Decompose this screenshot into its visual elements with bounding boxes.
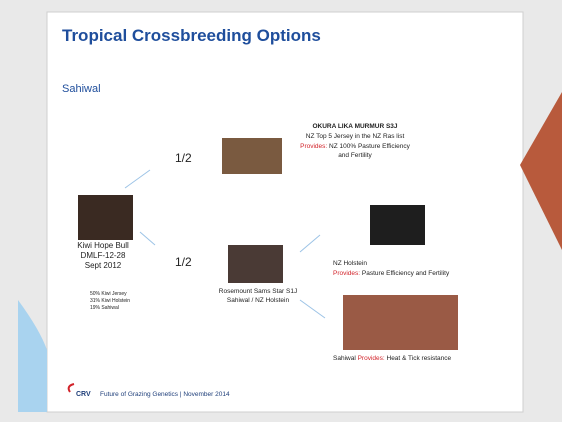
holstein-name: NZ Holstein	[333, 260, 367, 267]
dam-line: Sahiwal / NZ Holstein	[227, 297, 290, 304]
fraction: 1/2	[175, 255, 192, 269]
sire-line: NZ Top 5 Jersey in the NZ Ras list	[306, 133, 405, 140]
sahiwal-provides: Sahiwal Provides: Heat & Tick resistance	[333, 355, 452, 362]
title: Tropical Crossbreeding Options	[62, 26, 321, 45]
provides-label: Provides:	[358, 355, 385, 362]
photo-dam	[228, 245, 283, 283]
provides-label: Provides:	[333, 270, 360, 277]
provides-text: Pasture Efficiency and Fertility	[360, 270, 450, 277]
arrows	[124, 169, 326, 319]
bull-line: Kiwi Hope Bull	[77, 241, 129, 250]
bull-line: DMLF-12-28	[81, 251, 126, 260]
subtitle: Sahiwal	[62, 83, 101, 95]
fraction: 1/2	[175, 151, 192, 165]
bull-line: Sept 2012	[85, 261, 122, 270]
provides-text: Heat & Tick resistance	[385, 355, 452, 362]
photo-sire	[222, 138, 282, 174]
logo: CRV	[76, 391, 91, 398]
photo-sahiwal	[343, 295, 458, 350]
photo-holstein	[370, 205, 425, 245]
decor-orange	[520, 92, 562, 250]
photo-bull	[78, 195, 133, 240]
sahiwal-name: Sahiwal	[333, 355, 358, 362]
logo-swoosh	[67, 383, 75, 393]
sire-name: OKURA LIKA MURMUR S3J	[312, 123, 397, 130]
decor-blue	[18, 300, 47, 412]
bull-breakdown: 50% Kiwi Jersey	[90, 291, 127, 297]
bull-breakdown: 31% Kiwi Holstein	[90, 298, 130, 304]
dam-line: Rosemount Sams Star S1J	[219, 288, 297, 295]
sire-line: and Fertility	[338, 152, 372, 159]
provides-label: Provides:	[300, 143, 327, 150]
footer-text: Future of Grazing Genetics | November 20…	[100, 391, 230, 398]
sire-provides: Provides: NZ 100% Pasture Efficiency	[300, 143, 410, 150]
holstein-provides: Provides: Pasture Efficiency and Fertili…	[333, 270, 450, 277]
provides-text: NZ 100% Pasture Efficiency	[327, 143, 410, 150]
bull-breakdown: 19% Sahiwal	[90, 305, 119, 311]
